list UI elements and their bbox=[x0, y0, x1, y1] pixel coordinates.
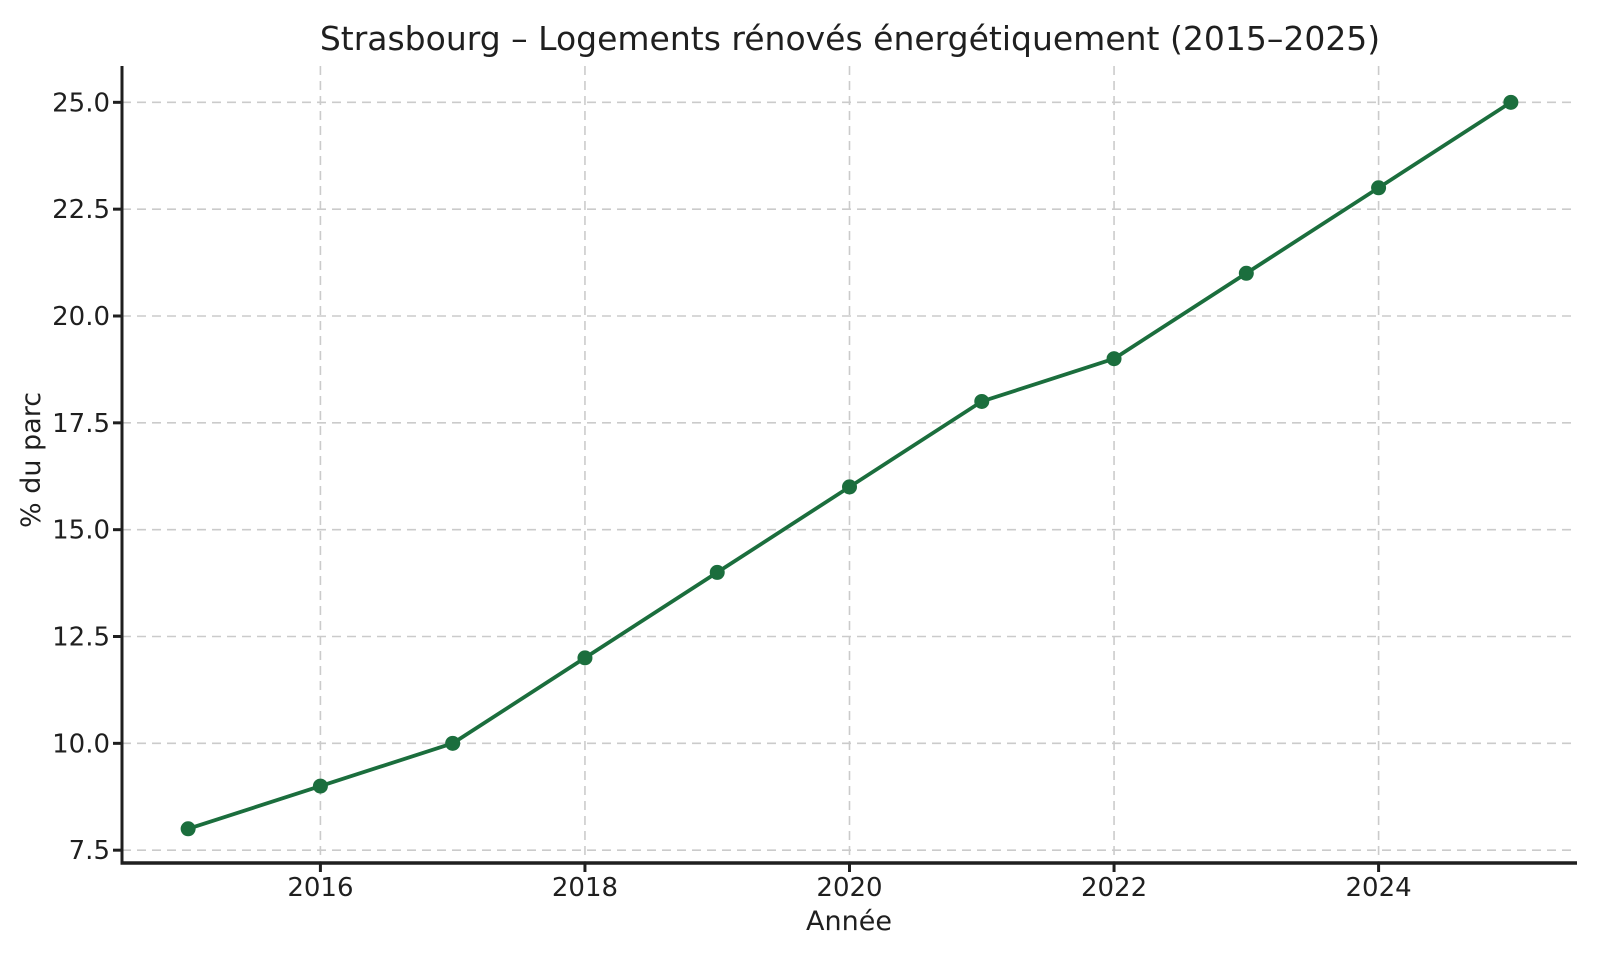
y-tick-label-12.5: 12.5 bbox=[52, 623, 110, 653]
x-tick-label-2018: 2018 bbox=[552, 873, 618, 903]
data-point-2023 bbox=[1238, 265, 1254, 281]
y-tick-label-7.5: 7.5 bbox=[69, 836, 110, 866]
x-tick-label-2022: 2022 bbox=[1081, 873, 1147, 903]
x-axis-label: Année bbox=[806, 906, 892, 937]
axes-layer: 2016 2018 2020 2022 2024 7.5 10.0 12.5 15.0 17.5 2… bbox=[52, 66, 1577, 903]
x-tick-label-2020: 2020 bbox=[816, 873, 882, 903]
data-point-2022 bbox=[1106, 351, 1122, 367]
data-point-2018 bbox=[577, 650, 593, 666]
series-layer bbox=[180, 94, 1519, 837]
x-tick-label-2016: 2016 bbox=[287, 873, 353, 903]
data-point-2016 bbox=[312, 778, 328, 794]
data-point-2020 bbox=[842, 479, 857, 495]
chart-title: Strasbourg – Logements rénovés énergétiq… bbox=[320, 19, 1380, 58]
data-point-2017 bbox=[445, 735, 461, 751]
y-axis-label: % du parc bbox=[16, 392, 47, 528]
data-point-2024 bbox=[1371, 180, 1387, 196]
y-tick-label-20: 20.0 bbox=[52, 302, 110, 332]
x-tick-label-2024: 2024 bbox=[1346, 873, 1412, 903]
y-tick-label-15: 15.0 bbox=[52, 516, 110, 546]
data-point-2015 bbox=[180, 821, 196, 837]
data-point-2021 bbox=[974, 393, 990, 409]
y-tick-label-25: 25.0 bbox=[52, 88, 110, 118]
y-tick-label-10: 10.0 bbox=[52, 729, 110, 759]
y-tick-label-22.5: 22.5 bbox=[52, 195, 110, 225]
grid-layer bbox=[122, 66, 1577, 863]
data-point-2019 bbox=[709, 564, 725, 580]
y-tick-label-17.5: 17.5 bbox=[52, 409, 110, 439]
data-point-2025 bbox=[1503, 94, 1519, 110]
